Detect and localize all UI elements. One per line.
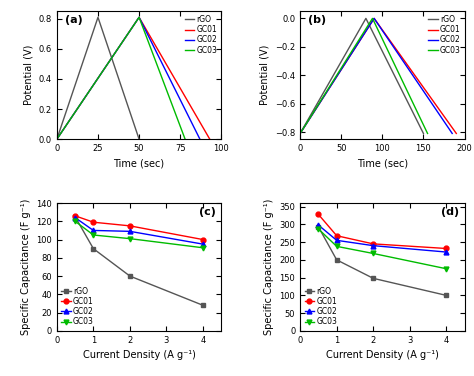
rGO [316, 224, 321, 229]
Line: GC03: GC03 [57, 17, 185, 139]
rGO [136, 137, 142, 141]
rGO [127, 274, 133, 278]
GC03 [182, 137, 188, 141]
Y-axis label: Potential (V): Potential (V) [259, 45, 270, 105]
Line: rGO: rGO [57, 17, 139, 139]
Legend: rGO, GC01, GC02, GC03: rGO, GC01, GC02, GC03 [426, 13, 463, 57]
GC02 [136, 15, 142, 20]
GC02 [73, 215, 78, 220]
Line: GC01: GC01 [57, 17, 210, 139]
GC01 [370, 242, 376, 246]
X-axis label: Current Density (A g⁻¹): Current Density (A g⁻¹) [326, 350, 439, 360]
Y-axis label: Specific Capacitance (F g⁻¹): Specific Capacitance (F g⁻¹) [21, 199, 31, 335]
GC03 [73, 219, 78, 224]
GC02 [197, 137, 203, 141]
GC03 [316, 227, 321, 231]
Line: rGO: rGO [73, 214, 205, 308]
GC03 [443, 267, 449, 271]
GC03 [200, 246, 206, 250]
Text: (d): (d) [441, 207, 460, 217]
GC02 [334, 238, 339, 243]
GC01 [207, 137, 212, 141]
GC02 [200, 242, 206, 246]
rGO [91, 246, 96, 251]
X-axis label: Time (sec): Time (sec) [113, 159, 164, 168]
Line: rGO: rGO [300, 18, 423, 133]
GC01 [73, 214, 78, 218]
GC03 [297, 131, 303, 136]
GC02 [91, 228, 96, 233]
Line: GC01: GC01 [316, 212, 449, 251]
Line: GC02: GC02 [73, 215, 205, 247]
GC02 [127, 229, 133, 233]
GC03 [370, 16, 375, 21]
GC02 [54, 137, 60, 141]
Line: GC01: GC01 [73, 214, 205, 242]
GC02 [449, 131, 455, 136]
Text: (c): (c) [200, 207, 216, 217]
rGO [95, 15, 101, 20]
GC03 [334, 244, 339, 249]
GC02 [371, 16, 377, 21]
Line: GC02: GC02 [316, 223, 449, 255]
rGO [297, 131, 303, 136]
GC01 [316, 212, 321, 217]
X-axis label: Current Density (A g⁻¹): Current Density (A g⁻¹) [82, 350, 195, 360]
GC01 [371, 16, 377, 21]
Line: GC01: GC01 [300, 18, 456, 133]
rGO [443, 293, 449, 298]
rGO [420, 131, 426, 136]
GC03 [54, 137, 60, 141]
GC01 [443, 246, 449, 251]
GC01 [297, 131, 303, 136]
GC02 [370, 243, 376, 248]
Line: GC03: GC03 [316, 226, 449, 271]
rGO [73, 214, 78, 219]
GC01 [200, 237, 206, 242]
rGO [200, 303, 206, 308]
Legend: rGO, GC01, GC02, GC03: rGO, GC01, GC02, GC03 [302, 285, 339, 329]
Line: GC02: GC02 [57, 17, 200, 139]
rGO [54, 137, 60, 141]
GC01 [54, 137, 60, 141]
Line: GC03: GC03 [300, 18, 428, 133]
Legend: rGO, GC01, GC02, GC03: rGO, GC01, GC02, GC03 [183, 13, 220, 57]
Legend: rGO, GC01, GC02, GC03: rGO, GC01, GC02, GC03 [59, 285, 96, 329]
X-axis label: Time (sec): Time (sec) [357, 159, 408, 168]
GC02 [316, 223, 321, 227]
Text: (b): (b) [309, 15, 327, 25]
rGO [363, 16, 369, 21]
Y-axis label: Specific Capacitance (F g⁻¹): Specific Capacitance (F g⁻¹) [264, 199, 274, 335]
GC03 [127, 237, 133, 241]
GC01 [127, 224, 133, 228]
Text: (a): (a) [65, 15, 83, 25]
rGO [334, 258, 339, 262]
GC01 [454, 131, 459, 136]
GC01 [334, 233, 339, 238]
GC01 [91, 220, 96, 224]
GC03 [136, 15, 142, 20]
GC01 [136, 15, 142, 20]
Line: GC03: GC03 [73, 219, 205, 250]
GC03 [91, 233, 96, 237]
Line: rGO: rGO [316, 224, 449, 298]
rGO [370, 276, 376, 280]
Y-axis label: Potential (V): Potential (V) [23, 45, 33, 105]
GC03 [425, 131, 430, 136]
GC02 [443, 250, 449, 254]
GC03 [370, 251, 376, 256]
GC02 [297, 131, 303, 136]
Line: GC02: GC02 [300, 18, 452, 133]
